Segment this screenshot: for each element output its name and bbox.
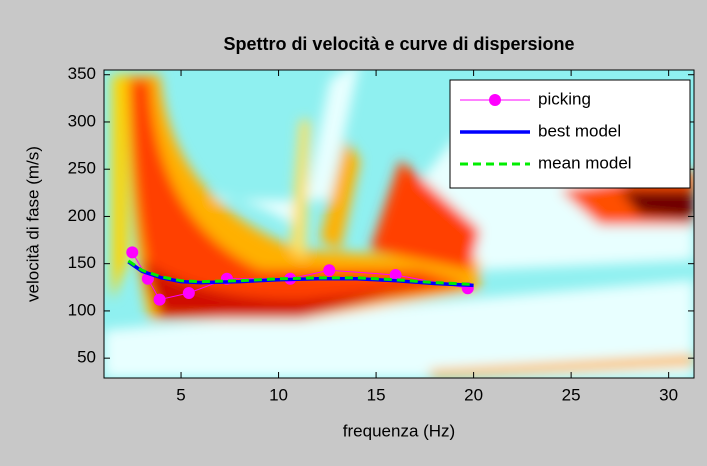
data-point [183, 287, 195, 299]
x-tick-label: 5 [176, 385, 185, 404]
x-tick-label: 15 [367, 385, 386, 404]
y-tick-label: 300 [68, 111, 96, 130]
y-axis-label: velocità di fase (m/s) [23, 146, 42, 302]
legend-label: picking [538, 89, 591, 108]
y-tick-label: 100 [68, 300, 96, 319]
x-tick-label: 30 [659, 385, 678, 404]
figure: Spettro di velocità e curve di dispersio… [0, 0, 707, 466]
legend-label: mean model [538, 153, 632, 172]
data-point [323, 264, 335, 276]
data-point [126, 246, 138, 258]
x-tick-label: 25 [562, 385, 581, 404]
x-axis-label: frequenza (Hz) [343, 421, 455, 440]
x-tick-label: 20 [464, 385, 483, 404]
chart-title: Spettro di velocità e curve di dispersio… [223, 34, 574, 54]
legend-marker [489, 94, 501, 106]
y-tick-label: 50 [77, 348, 96, 367]
x-tick-label: 10 [269, 385, 288, 404]
data-point [154, 294, 166, 306]
y-tick-label: 150 [68, 253, 96, 272]
y-tick-label: 200 [68, 206, 96, 225]
y-tick-label: 250 [68, 159, 96, 178]
y-tick-label: 350 [68, 64, 96, 83]
legend-label: best model [538, 121, 621, 140]
